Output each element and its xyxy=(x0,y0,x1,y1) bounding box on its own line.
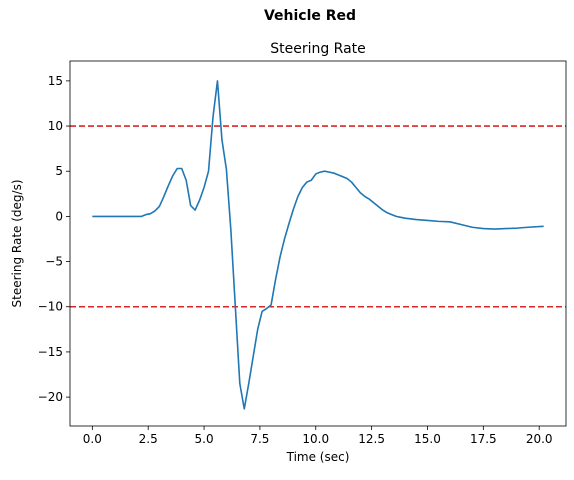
x-tick-label: 5.0 xyxy=(195,432,214,446)
chart-title: Steering Rate xyxy=(270,41,366,57)
x-tick-label: 2.5 xyxy=(139,432,158,446)
x-tick-label: 10.0 xyxy=(302,432,329,446)
y-tick-label: 0 xyxy=(55,209,63,223)
reference-lines xyxy=(70,125,566,308)
y-tick-label: −5 xyxy=(45,255,63,269)
y-tick-label: −10 xyxy=(38,300,63,314)
x-axis: 0.0 2.5 5.0 7.5 10.0 12.5 15.0 17.5 20.0 xyxy=(83,426,553,446)
y-tick-label: 10 xyxy=(48,119,63,133)
x-tick-label: 7.5 xyxy=(250,432,269,446)
y-axis: −20 −15 −10 −5 0 5 10 15 xyxy=(38,74,70,404)
y-tick-label: 15 xyxy=(48,74,63,88)
x-tick-label: 12.5 xyxy=(358,432,385,446)
plot-frame xyxy=(69,60,567,427)
x-tick-label: 0.0 xyxy=(83,432,102,446)
series-line xyxy=(92,80,544,410)
x-tick-label: 15.0 xyxy=(414,432,441,446)
y-tick-label: −20 xyxy=(38,390,63,404)
figure-title: Vehicle Red xyxy=(263,8,357,24)
x-tick-label: 20.0 xyxy=(526,432,553,446)
y-tick-label: 5 xyxy=(55,164,63,178)
y-tick-label: −15 xyxy=(38,345,63,359)
series-layer xyxy=(92,80,544,410)
y-axis-label: Steering Rate (deg/s) xyxy=(10,180,24,308)
x-axis-label: Time (sec) xyxy=(286,450,350,464)
x-tick-label: 17.5 xyxy=(470,432,497,446)
